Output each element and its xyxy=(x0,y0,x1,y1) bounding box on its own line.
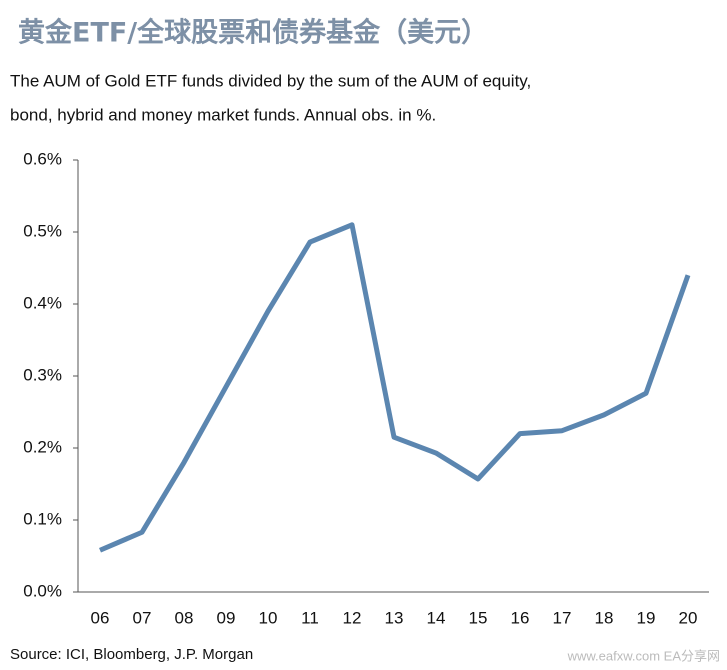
y-tick-label: 0.1% xyxy=(23,509,62,528)
x-tick-label: 18 xyxy=(595,608,614,627)
x-tick-label: 17 xyxy=(553,608,572,627)
y-tick-label: 0.2% xyxy=(23,437,62,456)
x-tick-label: 19 xyxy=(637,608,656,627)
x-tick-label: 14 xyxy=(427,608,446,627)
subtitle-line: The AUM of Gold ETF funds divided by the… xyxy=(10,71,531,90)
x-tick-label: 10 xyxy=(259,608,278,627)
watermark: www.eafxw.com EA分享网 xyxy=(567,648,720,663)
x-tick-label: 06 xyxy=(91,608,110,627)
x-tick-label: 09 xyxy=(217,608,236,627)
x-tick-label: 08 xyxy=(175,608,194,627)
y-tick-label: 0.6% xyxy=(23,149,62,168)
x-tick-label: 15 xyxy=(469,608,488,627)
x-tick-label: 11 xyxy=(301,608,319,627)
line-series xyxy=(99,222,691,553)
chart-title: 黄金ETF/全球股票和债券基金（美元） xyxy=(18,17,488,49)
y-tick-label: 0.5% xyxy=(23,221,62,240)
y-tick-label: 0.4% xyxy=(23,293,62,312)
x-tick-label: 20 xyxy=(679,608,698,627)
x-tick-label: 12 xyxy=(343,608,362,627)
y-tick-label: 0.0% xyxy=(23,581,62,600)
x-tick-label: 07 xyxy=(133,608,152,627)
source: Source: ICI, Bloomberg, J.P. Morgan xyxy=(10,646,253,663)
subtitle-line: bond, hybrid and money market funds. Ann… xyxy=(10,105,436,124)
x-tick-label: 16 xyxy=(511,608,530,627)
x-tick-label: 13 xyxy=(385,608,404,627)
y-tick-label: 0.3% xyxy=(23,365,62,384)
